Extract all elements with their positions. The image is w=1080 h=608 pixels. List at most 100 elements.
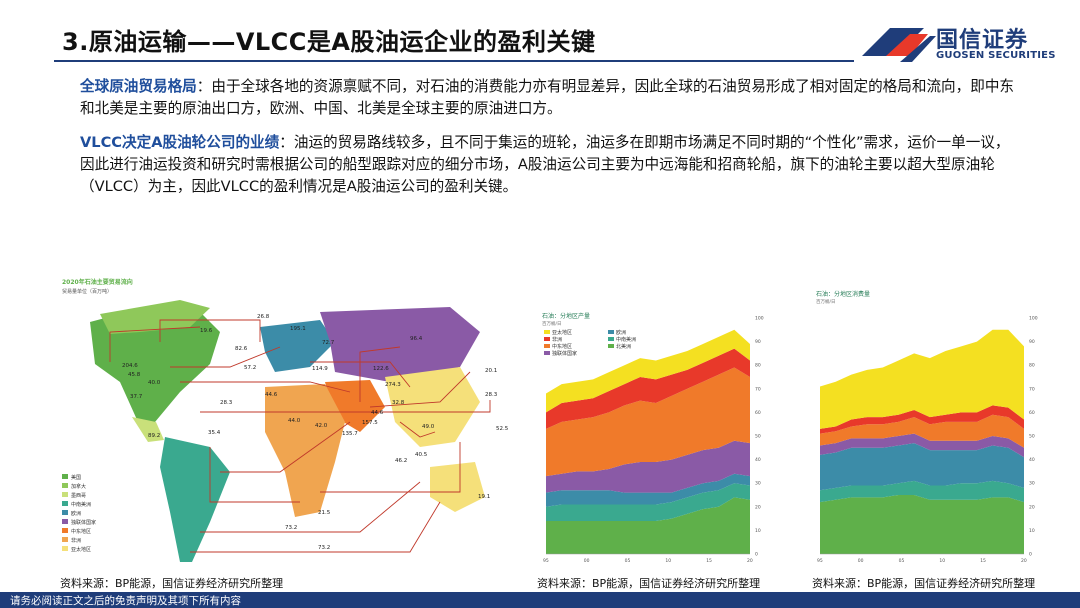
flow-value: 44.6 xyxy=(371,410,384,416)
x-tick-label: 00 xyxy=(858,558,864,564)
x-tick-label: 95 xyxy=(817,558,823,564)
y-tick-label: 20 xyxy=(1029,504,1035,510)
y-tick-label: 30 xyxy=(755,481,761,487)
plot-area: 0 10 20 30 40 50 60 70 80 90 100 95 00 05 10 15 20 xyxy=(817,316,1038,565)
paragraph-text: ：由于全球各地的资源禀赋不同，对石油的消费能力亦有明显差异，因此全球的石油贸易形… xyxy=(80,78,1015,117)
flow-value: 28.3 xyxy=(220,400,233,406)
area-series-欧洲 xyxy=(546,473,750,507)
flow-value: 57.2 xyxy=(244,365,256,371)
legend-item: 独联体国家 xyxy=(71,519,96,526)
area-series-亚太地区 xyxy=(546,329,750,413)
x-tick-label: 05 xyxy=(899,558,905,564)
chart-unit: 百万桶/日 xyxy=(816,298,836,305)
paragraph-keyword: 全球原油贸易格局 xyxy=(80,78,197,95)
y-tick-label: 60 xyxy=(1029,410,1035,416)
flow-lines xyxy=(109,319,491,553)
logo-cn-text: 国信证券 xyxy=(936,28,1029,53)
north-america-shape xyxy=(90,306,220,422)
flow-value: 19.6 xyxy=(200,328,213,334)
australia-shape xyxy=(430,462,485,512)
logo-en-text: GUOSEN SECURITIES xyxy=(936,50,1056,61)
y-tick-label: 90 xyxy=(755,339,761,345)
flow-value: 82.6 xyxy=(235,346,248,352)
y-tick-label: 0 xyxy=(1029,552,1032,558)
legend-item: 亚太地区 xyxy=(552,329,572,336)
flow-value: 20.1 xyxy=(485,368,497,374)
x-tick-label: 15 xyxy=(706,558,712,564)
paragraph-vlcc: VLCC决定A股油轮公司的业绩：油运的贸易路线较多，且不同于集运的班轮，油运多在… xyxy=(80,132,1020,198)
flow-value: 42.0 xyxy=(315,423,328,429)
map-title: 2020年石油主要贸易流向 xyxy=(62,278,133,286)
area-series-亚太地区 xyxy=(820,329,1024,429)
x-tick-label: 95 xyxy=(543,558,549,564)
africa-shape xyxy=(265,384,345,517)
consumption-area-chart: 石油：分地区消费量 百万桶/日 0 10 20 30 40 50 60 70 80 90 100 95… xyxy=(812,284,1048,572)
area-series-欧洲 xyxy=(820,443,1024,491)
x-tick-label: 15 xyxy=(980,558,986,564)
y-tick-label: 100 xyxy=(755,316,764,322)
legend-item: 中南美洲 xyxy=(71,501,91,508)
flow-value: 40.5 xyxy=(415,452,428,458)
flow-values: 26.8 19.6 195.1 82.6 72.7 96.4 204.6 45.… xyxy=(122,314,509,551)
flow-value: 89.2 xyxy=(148,433,160,439)
oil-trade-map: 2020年石油主要贸易流向 贸易量单位（百万吨） 26.8 19.6 195.1… xyxy=(60,272,520,572)
area-series-非洲 xyxy=(820,405,1024,434)
y-tick-label: 100 xyxy=(1029,316,1038,322)
guosen-logo xyxy=(862,28,936,62)
legend-item: 中东地区 xyxy=(552,343,572,350)
flow-value: 195.1 xyxy=(290,326,306,332)
y-tick-label: 50 xyxy=(755,434,761,440)
flow-value: 44.6 xyxy=(265,392,278,398)
area-series-中东地区 xyxy=(820,414,1024,448)
legend-item: 亚太地区 xyxy=(71,546,91,553)
flow-value: 46.2 xyxy=(395,458,407,464)
area-series-北美洲 xyxy=(546,497,750,554)
chart-unit: 百万桶/日 xyxy=(542,320,562,327)
footer-disclaimer: 请务必阅读正文之后的免责声明及其项下所有内容 xyxy=(10,595,241,607)
asia-shape xyxy=(385,367,480,447)
flow-value: 49.0 xyxy=(422,424,435,430)
legend-item: 北美洲 xyxy=(616,343,631,350)
x-tick-label: 20 xyxy=(747,558,753,564)
x-tick-label: 05 xyxy=(625,558,631,564)
chart-title: 石油：分地区产量 xyxy=(542,312,590,320)
x-tick-label: 10 xyxy=(665,558,671,564)
flow-value: 204.6 xyxy=(122,363,138,369)
plot-area: 0 10 20 30 40 50 60 70 80 90 100 95 00 05 10 15 20 xyxy=(543,316,764,565)
area-series-独联体国家 xyxy=(546,440,750,493)
canada-shape xyxy=(100,300,210,334)
legend-item: 非洲 xyxy=(71,537,81,544)
flow-value: 274.3 xyxy=(385,382,401,388)
page-title: 3.原油运输——VLCC是A股油运企业的盈利关键 xyxy=(62,28,596,56)
area-series-中东地区 xyxy=(546,367,750,477)
paragraph-trade-pattern: 全球原油贸易格局：由于全球各地的资源禀赋不同，对石油的消费能力亦有明显差异，因此… xyxy=(80,76,1020,120)
flow-value: 96.4 xyxy=(410,336,423,342)
y-tick-label: 10 xyxy=(1029,528,1035,534)
map-legend: 美国 加拿大 墨西哥 中南美洲 欧洲 独联体国家 中东地区 非洲 亚太地区 xyxy=(62,474,96,553)
paragraph-text: ：油运的贸易路线较多，且不同于集运的班轮，油运多在即期市场满足不同时期的“个性化… xyxy=(80,134,1010,195)
legend-item: 独联体国家 xyxy=(552,350,577,357)
flow-value: 21.5 xyxy=(318,510,331,516)
flow-value: 32.8 xyxy=(392,400,405,406)
flow-value: 45.8 xyxy=(128,372,141,378)
flow-value: 73.2 xyxy=(285,525,297,531)
flow-value: 44.0 xyxy=(288,418,301,424)
x-tick-label: 10 xyxy=(939,558,945,564)
europe-shape xyxy=(260,320,335,372)
area-series-北美洲 xyxy=(820,495,1024,554)
legend-item: 中东地区 xyxy=(71,528,91,535)
y-tick-label: 80 xyxy=(1029,363,1035,369)
flow-value: 26.8 xyxy=(257,314,270,320)
flow-value: 19.1 xyxy=(478,494,490,500)
flow-value: 73.2 xyxy=(318,545,330,551)
area-series-独联体国家 xyxy=(820,433,1024,458)
area-series-中南美洲 xyxy=(820,480,1024,503)
legend-item: 非洲 xyxy=(552,336,562,343)
area-series-中南美洲 xyxy=(546,483,750,521)
flow-value: 157.5 xyxy=(362,420,378,426)
y-tick-label: 40 xyxy=(1029,457,1035,463)
y-tick-label: 20 xyxy=(755,504,761,510)
paragraph-keyword: VLCC决定A股油轮公司的业绩 xyxy=(80,134,280,151)
flow-value: 122.6 xyxy=(373,366,389,372)
y-tick-label: 80 xyxy=(755,363,761,369)
